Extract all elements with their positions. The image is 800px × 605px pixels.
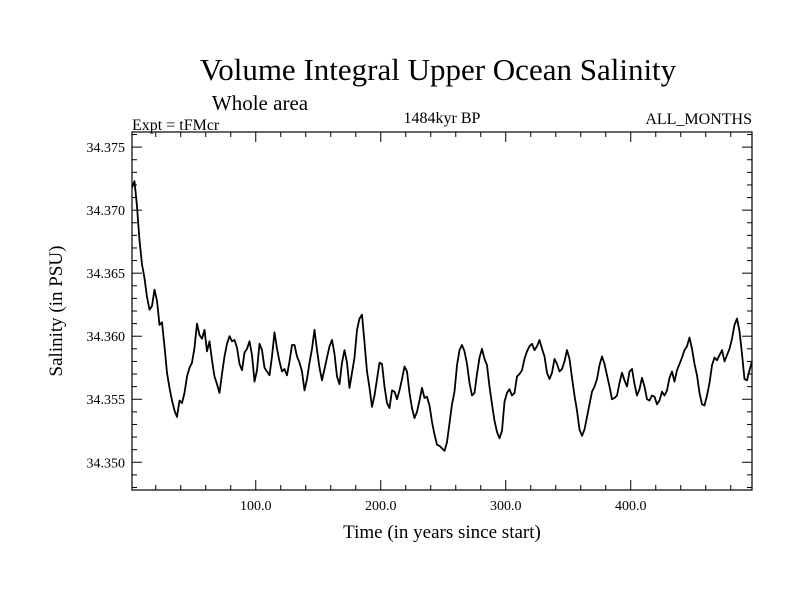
chart-subtitle: Whole area [212,91,309,115]
plot-frame [131,131,753,491]
series-layer [131,180,753,452]
axes-layer: 34.350 34.355 34.360 34.365 34.370 34.375 100.… [87,132,752,514]
months-label: ALL_MONTHS [645,111,752,128]
x-tick-label: 300.0 [490,499,522,514]
x-axis-label: Time (in years since start) [343,522,541,543]
x-tick-label: 100.0 [240,499,272,514]
y-tick-label: 34.350 [87,456,126,471]
period-label: 1484kyr BP [404,110,481,127]
experiment-label: Expt = tFMcr [132,117,220,134]
x-tick-label: 400.0 [615,499,647,514]
y-tick-label: 34.370 [87,204,126,219]
y-axis-label: Salinity (in PSU) [46,246,67,377]
y-tick-label: 34.355 [87,393,126,408]
chart-title: Volume Integral Upper Ocean Salinity [200,52,677,87]
x-tick-label: 200.0 [365,499,397,514]
y-tick-label: 34.375 [87,141,126,156]
y-tick-label: 34.365 [87,267,126,282]
y-tick-label: 34.360 [87,330,126,345]
series-line-salinity [131,180,753,452]
